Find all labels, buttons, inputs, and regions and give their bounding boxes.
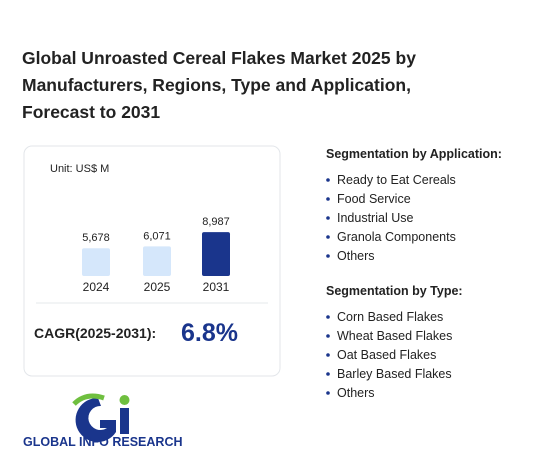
cagr-value: 6.8% bbox=[181, 319, 238, 347]
x-tick-label: 2024 bbox=[83, 280, 110, 294]
title-line: Manufacturers, Regions, Type and Applica… bbox=[22, 75, 411, 95]
segment-heading: Segmentation by Type: bbox=[326, 284, 463, 298]
x-tick-label: 2025 bbox=[144, 280, 171, 294]
value-label: 5,678 bbox=[82, 232, 110, 244]
logo-i bbox=[120, 408, 129, 434]
segment-item: Industrial Use bbox=[337, 211, 413, 225]
x-tick-label: 2031 bbox=[203, 280, 230, 294]
segment-item: Granola Components bbox=[337, 230, 456, 244]
bar bbox=[82, 248, 110, 276]
logo-swoosh bbox=[72, 393, 105, 406]
segment-item: Food Service bbox=[337, 192, 411, 206]
segment-item: Ready to Eat Cereals bbox=[337, 173, 456, 187]
segment-heading: Segmentation by Application: bbox=[326, 147, 502, 161]
cagr-label: CAGR(2025-2031): bbox=[34, 325, 156, 341]
segment-item: Others bbox=[337, 386, 375, 400]
value-label: 8,987 bbox=[202, 216, 230, 228]
segment-item: Barley Based Flakes bbox=[337, 367, 452, 381]
bar bbox=[143, 246, 171, 276]
title-line: Global Unroasted Cereal Flakes Market 20… bbox=[22, 48, 416, 68]
bullet bbox=[326, 235, 330, 239]
bullet bbox=[326, 391, 330, 395]
bullet bbox=[326, 254, 330, 258]
bullet bbox=[326, 216, 330, 220]
value-label: 6,071 bbox=[143, 230, 171, 242]
segment-item: Wheat Based Flakes bbox=[337, 329, 452, 343]
logo-g bbox=[75, 397, 116, 442]
bar bbox=[202, 232, 230, 276]
bullet bbox=[326, 372, 330, 376]
bullet bbox=[326, 178, 330, 182]
bullet bbox=[326, 334, 330, 338]
unit-label: Unit: US$ M bbox=[50, 163, 109, 175]
logo-text: GLOBAL INFO RESEARCH bbox=[23, 435, 183, 449]
title-line: Forecast to 2031 bbox=[22, 102, 160, 122]
segment-item: Others bbox=[337, 249, 375, 263]
logo-dot bbox=[119, 395, 130, 405]
bullet bbox=[326, 197, 330, 201]
segment-item: Oat Based Flakes bbox=[337, 348, 436, 362]
segment-item: Corn Based Flakes bbox=[337, 310, 443, 324]
bullet bbox=[326, 315, 330, 319]
logo bbox=[72, 393, 130, 442]
bullet bbox=[326, 353, 330, 357]
